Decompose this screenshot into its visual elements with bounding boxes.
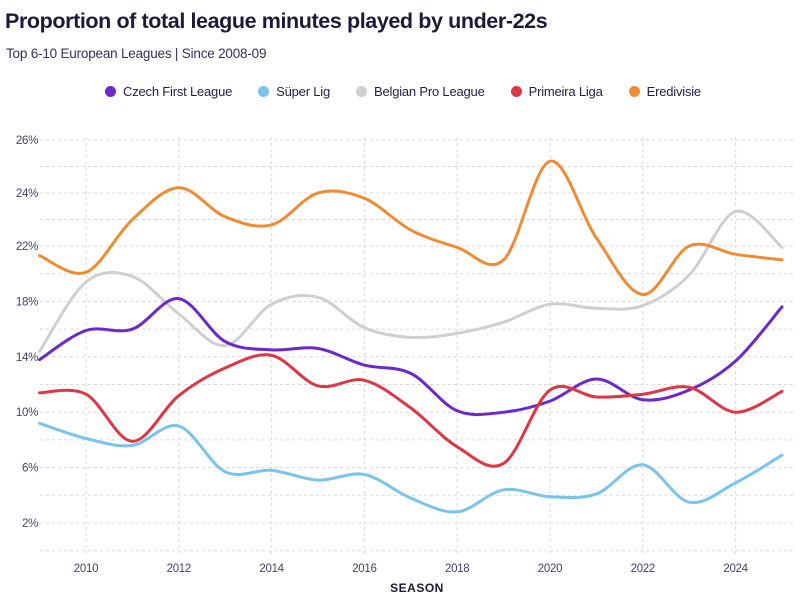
legend-dot-icon: [105, 85, 117, 97]
series-line-primeira-liga: [38, 353, 784, 468]
series-line-eredivisie: [38, 159, 784, 296]
series-line-czech-first-league: [38, 297, 784, 417]
x-axis-tick-label: 2020: [538, 563, 562, 575]
chart-subtitle: Top 6-10 European Leagues | Since 2008-0…: [6, 46, 267, 61]
x-axis-tick-label: 2012: [167, 563, 191, 575]
x-axis-tick-label: 2014: [259, 563, 284, 575]
x-axis-tick-label: 2016: [352, 563, 376, 575]
legend-dot-icon: [628, 85, 640, 97]
x-axis-tick-label: 2010: [74, 563, 98, 575]
legend-item: Eredivisie: [628, 83, 702, 99]
x-axis-tick-label: 2024: [723, 563, 748, 575]
x-axis-tick-label: 2022: [631, 563, 655, 575]
legend-label: Süper Lig: [276, 83, 330, 99]
y-axis-tick-label: 6%: [22, 463, 38, 475]
y-axis-tick-label: 10%: [16, 407, 38, 419]
legend-item: Süper Lig: [258, 84, 330, 99]
legend-item: Czech First League: [105, 84, 232, 99]
y-axis-tick-label: 14%: [16, 352, 38, 364]
legend-label: Eredivisie: [646, 83, 702, 99]
y-axis-tick-label: 22%: [16, 241, 38, 253]
x-axis-title: SEASON: [390, 581, 444, 595]
y-axis-tick-label: 2%: [22, 518, 38, 530]
legend-item: Belgian Pro League: [356, 84, 485, 99]
series-line-belgian-pro-league: [38, 209, 784, 353]
legend-dot-icon: [510, 85, 522, 97]
y-axis-tick-label: 24%: [16, 188, 38, 200]
y-axis-tick-label: 18%: [16, 296, 38, 308]
legend-label: Primeira Liga: [528, 83, 603, 99]
legend-label: Czech First League: [123, 83, 233, 99]
y-axis-tick-label: 26%: [16, 135, 38, 147]
legend-dot-icon: [356, 85, 367, 97]
series-line-s-per-lig: [38, 421, 784, 514]
chart-legend: Czech First League Süper Lig Belgian Pro L…: [0, 80, 806, 102]
x-axis-tick-label: 2018: [445, 563, 469, 575]
legend-dot-icon: [258, 85, 270, 97]
legend-label: Belgian Pro League: [374, 83, 485, 99]
legend-item: Primeira Liga: [510, 83, 603, 99]
chart-title: Proportion of total league minutes playe…: [5, 9, 548, 33]
